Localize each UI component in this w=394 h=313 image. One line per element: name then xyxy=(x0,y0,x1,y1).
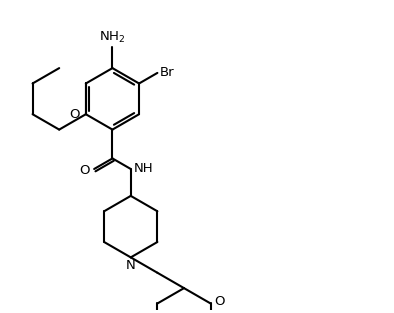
Text: O: O xyxy=(214,295,225,308)
Text: NH$_2$: NH$_2$ xyxy=(99,30,126,45)
Text: Br: Br xyxy=(159,66,174,80)
Text: O: O xyxy=(79,164,89,177)
Text: NH: NH xyxy=(134,162,153,176)
Text: O: O xyxy=(70,108,80,121)
Text: N: N xyxy=(126,259,136,272)
